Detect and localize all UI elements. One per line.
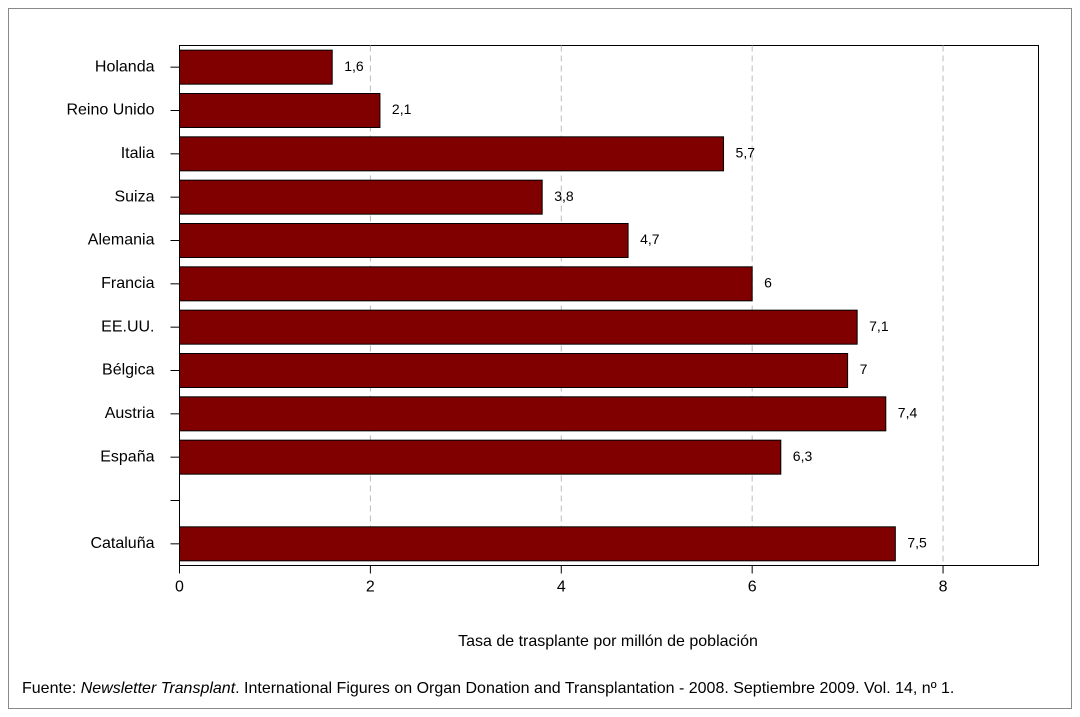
y-tick-label: Holanda: [95, 58, 155, 75]
bar: [179, 353, 849, 388]
y-tick-label: Cataluña: [90, 535, 154, 552]
footer-rest: . International Figures on Organ Donatio…: [235, 680, 954, 697]
y-tick-label: España: [100, 448, 154, 465]
x-tick-label: 8: [939, 579, 948, 596]
value-label: 3,8: [554, 188, 574, 204]
bar: [179, 93, 381, 128]
bar: [179, 49, 333, 85]
value-label: 7,4: [898, 405, 918, 421]
footer-source: Newsletter Transplant: [81, 680, 236, 697]
value-label: 7,5: [907, 535, 927, 551]
value-label: 6: [764, 275, 772, 291]
x-tick-label: 6: [748, 579, 757, 596]
value-label: 6,3: [793, 448, 813, 464]
footer: Fuente: Newsletter Transplant. Internati…: [22, 680, 954, 697]
x-tick-label: 0: [175, 579, 184, 596]
y-tick-label: Bélgica: [102, 362, 155, 379]
bar: [179, 266, 753, 302]
bar: [179, 526, 896, 562]
frame: [8, 8, 1072, 709]
y-tick-label: EE.UU.: [101, 318, 154, 335]
value-label: 7,1: [869, 318, 889, 334]
bar: [179, 136, 725, 172]
bar: [179, 439, 782, 475]
value-label: 2,1: [392, 101, 412, 117]
x-axis-title: Tasa de trasplante por millón de poblaci…: [458, 633, 758, 650]
value-label: 1,6: [344, 58, 364, 74]
y-tick-label: Reino Unido: [66, 102, 154, 119]
value-label: 4,7: [640, 231, 660, 247]
bar: [179, 396, 887, 432]
value-label: 7: [860, 361, 868, 377]
x-tick-label: 2: [366, 579, 375, 596]
y-tick-label: Austria: [105, 405, 155, 422]
y-tick-label: Suiza: [114, 188, 154, 205]
bar: [179, 309, 858, 345]
bar: [179, 223, 629, 258]
y-tick-label: Alemania: [88, 232, 155, 249]
x-tick-label: 4: [557, 579, 566, 596]
y-tick-label: Italia: [121, 145, 155, 162]
footer-prefix: Fuente:: [22, 680, 81, 697]
bar: [179, 179, 543, 215]
value-label: 5,7: [736, 145, 756, 161]
y-tick-label: Francia: [101, 275, 154, 292]
plot-area: [179, 45, 1039, 566]
